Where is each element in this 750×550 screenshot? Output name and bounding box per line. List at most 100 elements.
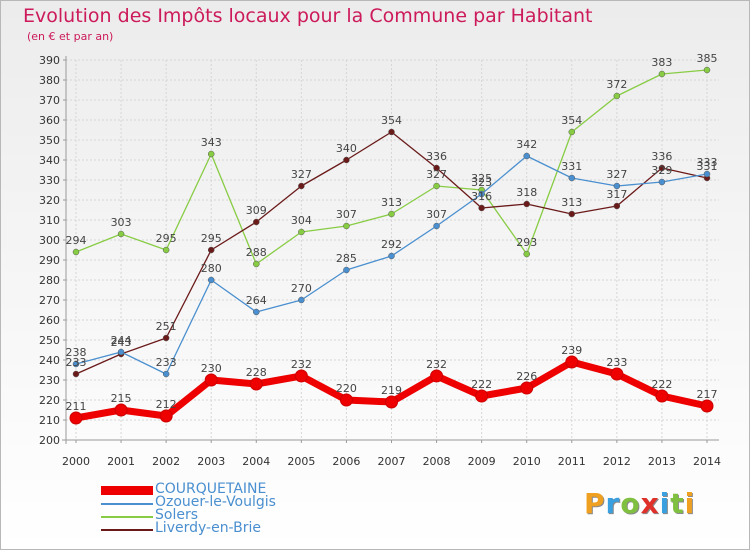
- data-point-liverdy-en-brie: [343, 156, 350, 164]
- data-point-ozouer-le-voulgis: [388, 252, 395, 260]
- data-point-ozouer-le-voulgis: [568, 174, 576, 182]
- y-tick-label: 300: [39, 234, 60, 247]
- data-point-courquetaine: [249, 377, 263, 391]
- data-point-solers: [207, 150, 215, 158]
- data-label-solers: 327: [426, 168, 447, 181]
- y-tick-label: 270: [39, 294, 60, 307]
- data-point-courquetaine: [69, 411, 83, 425]
- data-label-ozouer-le-voulgis: 327: [606, 168, 627, 181]
- logo-letter: i: [659, 487, 671, 520]
- data-label-courquetaine: 219: [381, 384, 402, 397]
- data-label-liverdy-en-brie: 251: [156, 320, 177, 333]
- data-label-courquetaine: 217: [697, 388, 718, 401]
- y-tick-label: 310: [39, 214, 60, 227]
- legend-label-solers: Solers: [155, 507, 199, 523]
- data-point-courquetaine: [565, 355, 579, 369]
- data-point-liverdy-en-brie: [162, 334, 170, 342]
- data-point-solers: [253, 260, 260, 268]
- proxiti-logo: Proxiti: [584, 487, 695, 520]
- x-tick-label: 2002: [152, 455, 180, 468]
- data-label-ozouer-le-voulgis: 280: [201, 262, 222, 275]
- x-tick-label: 2006: [332, 455, 360, 468]
- legend-label-ozouer: Ozouer-le-Voulgis: [155, 494, 276, 510]
- data-point-courquetaine: [475, 389, 489, 403]
- data-point-liverdy-en-brie: [568, 210, 576, 218]
- x-tick-label: 2003: [197, 455, 225, 468]
- legend-swatch-liverdy: [101, 529, 153, 531]
- data-point-solers: [658, 70, 666, 78]
- logo-letter: t: [670, 487, 685, 520]
- logo-letter: x: [640, 487, 660, 520]
- x-tick-label: 2008: [423, 455, 451, 468]
- data-point-solers: [523, 250, 530, 258]
- data-point-solers: [613, 92, 621, 100]
- data-label-liverdy-en-brie: 336: [651, 150, 672, 163]
- data-point-ozouer-le-voulgis: [162, 370, 170, 378]
- legend-swatch-ozouer: [101, 503, 153, 505]
- data-point-liverdy-en-brie: [298, 182, 305, 190]
- x-tick-label: 2014: [693, 455, 721, 468]
- data-label-ozouer-le-voulgis: 233: [156, 356, 177, 369]
- y-tick-label: 370: [39, 94, 60, 107]
- data-point-liverdy-en-brie: [72, 370, 80, 378]
- data-point-courquetaine: [430, 369, 444, 383]
- data-point-solers: [343, 222, 350, 230]
- data-point-solers: [117, 230, 125, 238]
- data-point-courquetaine: [204, 373, 218, 387]
- data-point-ozouer-le-voulgis: [253, 308, 260, 316]
- data-point-ozouer-le-voulgis: [523, 152, 530, 160]
- data-label-solers: 293: [516, 236, 537, 249]
- data-label-courquetaine: 211: [66, 400, 87, 413]
- data-label-ozouer-le-voulgis: 244: [111, 334, 132, 347]
- data-point-liverdy-en-brie: [658, 164, 666, 172]
- data-label-solers: 313: [381, 196, 402, 209]
- data-point-liverdy-en-brie: [613, 202, 621, 210]
- data-point-courquetaine: [339, 393, 353, 407]
- data-label-liverdy-en-brie: 313: [561, 196, 582, 209]
- x-tick-label: 2005: [287, 455, 315, 468]
- data-label-ozouer-le-voulgis: 342: [516, 138, 537, 151]
- x-tick-label: 2007: [378, 455, 406, 468]
- data-label-solers: 304: [291, 214, 312, 227]
- data-label-ozouer-le-voulgis: 292: [381, 238, 402, 251]
- data-label-liverdy-en-brie: 295: [201, 232, 222, 245]
- data-point-liverdy-en-brie: [388, 128, 395, 136]
- data-label-ozouer-le-voulgis: 270: [291, 282, 312, 295]
- logo-letter: P: [584, 487, 606, 520]
- data-label-liverdy-en-brie: 317: [606, 188, 627, 201]
- data-label-ozouer-le-voulgis: 238: [66, 346, 87, 359]
- data-point-solers: [433, 182, 440, 190]
- x-tick-label: 2011: [558, 455, 586, 468]
- data-point-courquetaine: [385, 395, 398, 409]
- data-label-courquetaine: 222: [651, 378, 672, 391]
- data-point-solers: [162, 246, 170, 254]
- y-tick-label: 240: [39, 354, 60, 367]
- data-point-ozouer-le-voulgis: [298, 296, 305, 304]
- data-label-liverdy-en-brie: 331: [697, 160, 718, 173]
- chart-subtitle: (en € et par an): [27, 30, 114, 43]
- data-label-solers: 385: [697, 52, 718, 65]
- y-tick-label: 320: [39, 194, 60, 207]
- data-point-ozouer-le-voulgis: [117, 348, 125, 356]
- x-tick-label: 2012: [603, 455, 631, 468]
- data-label-courquetaine: 215: [111, 392, 132, 405]
- data-label-courquetaine: 222: [471, 378, 492, 391]
- data-label-liverdy-en-brie: 243: [111, 336, 132, 349]
- data-label-ozouer-le-voulgis: 329: [651, 164, 672, 177]
- data-point-ozouer-le-voulgis: [72, 360, 80, 368]
- data-label-solers: 372: [606, 78, 627, 91]
- data-label-ozouer-le-voulgis: 323: [471, 176, 492, 189]
- data-point-solers: [703, 66, 711, 74]
- y-tick-label: 210: [39, 414, 60, 427]
- y-tick-label: 280: [39, 274, 60, 287]
- data-point-courquetaine: [294, 369, 308, 383]
- data-label-solers: 343: [201, 136, 222, 149]
- x-tick-label: 2009: [468, 455, 496, 468]
- data-point-courquetaine: [114, 403, 128, 417]
- legend-swatch-courquetaine: [101, 486, 153, 495]
- data-label-courquetaine: 239: [561, 344, 582, 357]
- data-point-ozouer-le-voulgis: [658, 178, 666, 186]
- y-tick-label: 360: [39, 114, 60, 127]
- data-label-ozouer-le-voulgis: 264: [246, 294, 267, 307]
